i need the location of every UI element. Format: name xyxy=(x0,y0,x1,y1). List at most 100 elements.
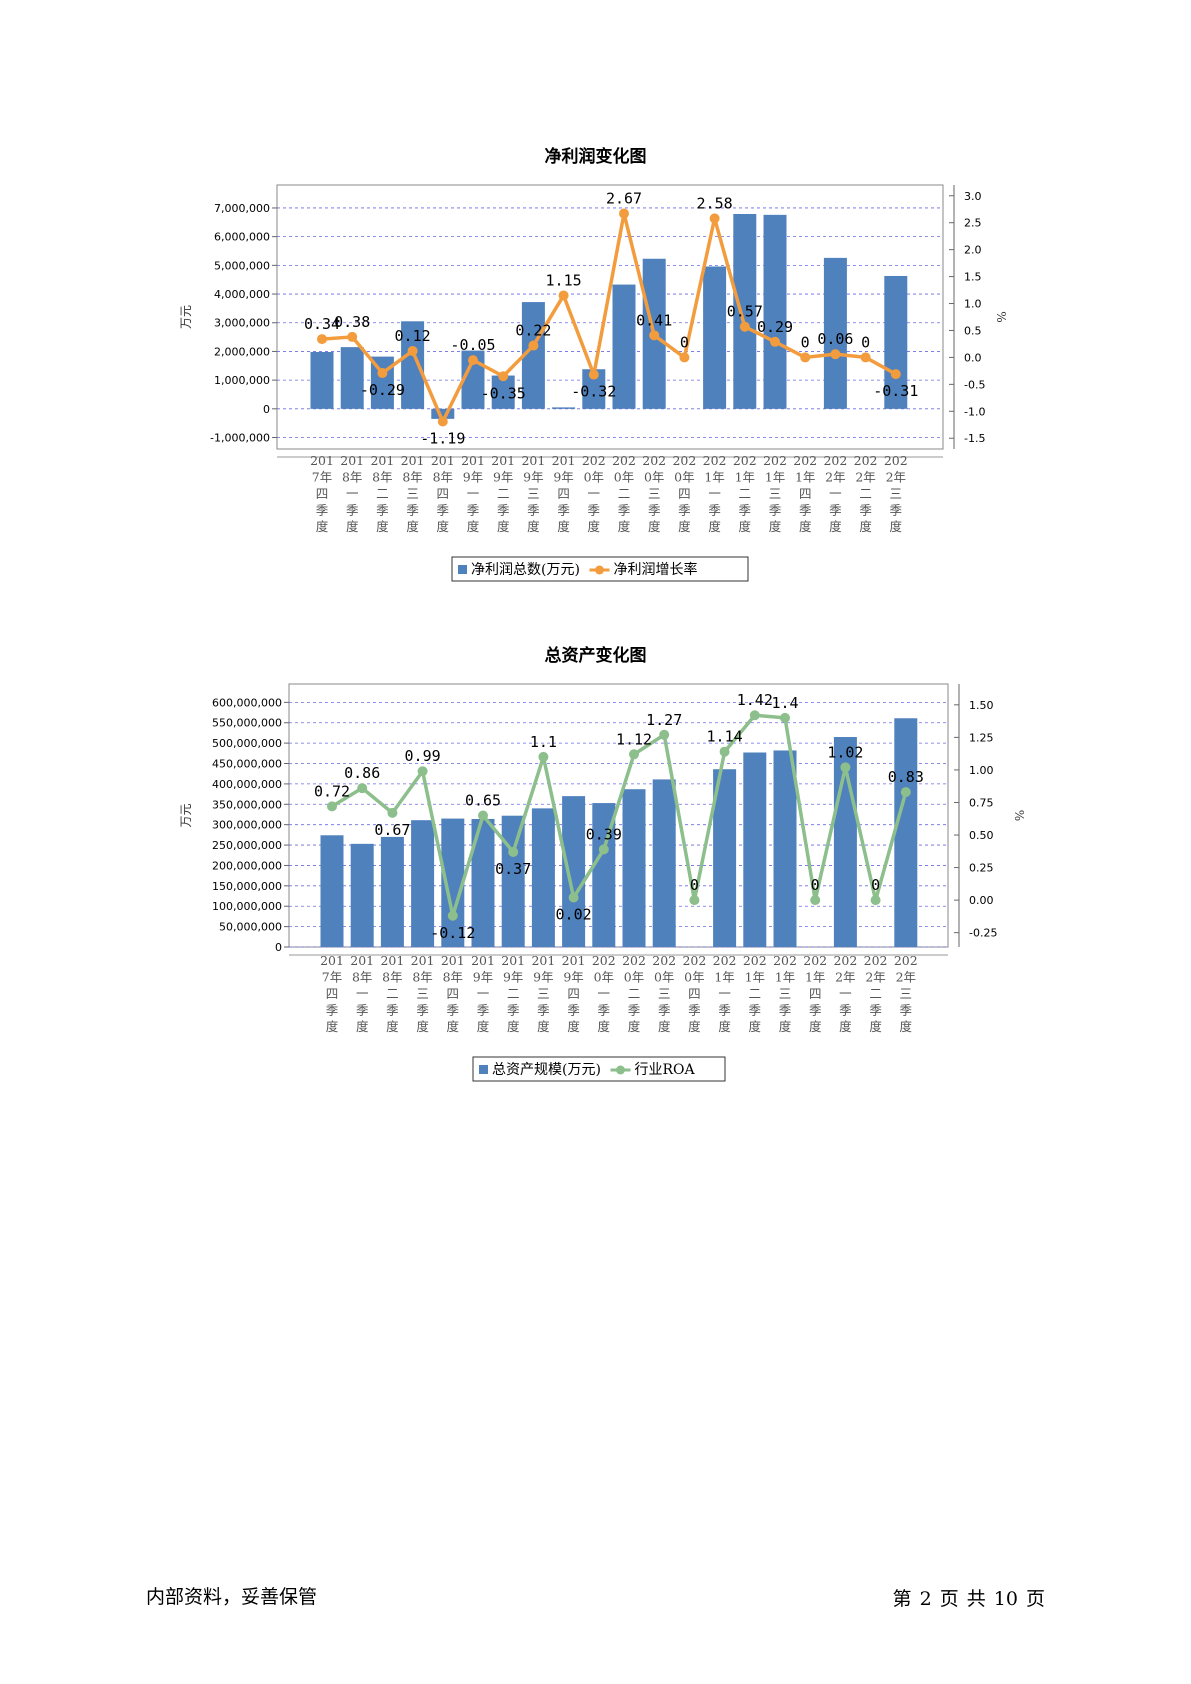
y2-tick-label: 0.0 xyxy=(964,351,982,364)
legend-box xyxy=(472,1056,726,1082)
category-label: 一 xyxy=(467,486,480,501)
category-label: 201 xyxy=(401,453,425,468)
bar xyxy=(884,275,908,409)
y2-tick-label: 0.25 xyxy=(969,862,994,875)
category-label: 三 xyxy=(416,986,429,1001)
category-label: 三 xyxy=(779,986,792,1001)
bar xyxy=(471,818,495,947)
bar xyxy=(773,750,797,947)
category-label: 202 xyxy=(612,453,636,468)
line-point xyxy=(709,213,720,224)
bar xyxy=(612,284,636,409)
category-label: 三 xyxy=(406,486,419,501)
category-label: 8年 xyxy=(443,970,463,985)
category-label: 季 xyxy=(316,503,329,518)
category-label: 一 xyxy=(356,986,369,1001)
line-point xyxy=(528,340,539,351)
category-label: 9年 xyxy=(503,970,523,985)
category-label: 202 xyxy=(763,453,787,468)
line-point xyxy=(810,895,821,906)
data-label: 0.99 xyxy=(405,747,441,765)
category-label: 202 xyxy=(833,953,857,968)
data-label: -0.29 xyxy=(360,381,405,399)
legend-label: 行业ROA xyxy=(635,1062,696,1078)
bar xyxy=(552,407,576,409)
data-label: -1.19 xyxy=(420,430,465,448)
category-label: 9年 xyxy=(533,970,553,985)
category-label: 9年 xyxy=(493,470,513,485)
y-axis-label: 万元 xyxy=(179,305,193,329)
category-label: 201 xyxy=(461,453,485,468)
category-label: 三 xyxy=(890,486,903,501)
y-tick-label: 550,000,000 xyxy=(212,717,282,730)
category-label: 度 xyxy=(809,1019,822,1034)
legend-label: 净利润增长率 xyxy=(614,561,698,578)
y2-tick-label: 1.50 xyxy=(969,699,994,712)
bar xyxy=(733,213,757,409)
category-label: 度 xyxy=(346,519,359,534)
data-label: 0 xyxy=(811,876,820,894)
category-label: 1年 xyxy=(735,470,755,485)
data-label: 1.1 xyxy=(530,733,557,751)
bar xyxy=(401,321,425,409)
category-label: 度 xyxy=(869,1019,882,1034)
data-label: 0.12 xyxy=(395,327,431,345)
category-label: 度 xyxy=(406,519,419,534)
category-label: 9年 xyxy=(473,970,493,985)
line-point xyxy=(377,368,388,379)
line-point xyxy=(780,712,790,723)
line-point xyxy=(629,749,639,760)
line-point xyxy=(830,349,841,360)
category-label: 度 xyxy=(769,519,782,534)
line-point xyxy=(900,787,911,798)
category-label: 1年 xyxy=(805,970,825,985)
line-point xyxy=(870,895,881,906)
legend-bar-swatch xyxy=(458,565,467,574)
category-label: 度 xyxy=(900,1019,913,1034)
category-label: 0年 xyxy=(654,970,674,985)
category-label: 季 xyxy=(467,503,480,518)
category-label: 三 xyxy=(769,486,782,501)
category-label: 度 xyxy=(467,519,480,534)
y2-tick-label: -0.5 xyxy=(964,378,985,391)
category-label: 季 xyxy=(527,503,540,518)
category-label: 三 xyxy=(658,986,671,1001)
data-label: 2.67 xyxy=(606,190,642,208)
category-label: 度 xyxy=(447,1019,460,1034)
category-label: 季 xyxy=(739,503,752,518)
data-label: 0.57 xyxy=(727,303,763,321)
category-label: 0年 xyxy=(684,970,704,985)
category-label: 201 xyxy=(471,953,495,968)
data-label: -0.12 xyxy=(430,924,475,942)
category-label: 季 xyxy=(718,1003,731,1018)
data-label: 0.67 xyxy=(374,821,410,839)
category-label: 202 xyxy=(733,453,757,468)
category-label: 1年 xyxy=(704,470,724,485)
category-label: 度 xyxy=(376,519,389,534)
category-label: 季 xyxy=(447,1003,460,1018)
category-label: 一 xyxy=(718,986,731,1001)
line-point xyxy=(317,334,327,345)
bar xyxy=(340,347,364,409)
category-label: 8年 xyxy=(412,970,432,985)
category-label: 度 xyxy=(648,519,661,534)
category-label: 季 xyxy=(779,1003,792,1018)
category-label: 二 xyxy=(376,486,389,501)
line-point xyxy=(437,416,448,427)
data-label: -0.35 xyxy=(481,384,526,402)
line-point xyxy=(890,369,901,380)
category-label: 季 xyxy=(437,503,450,518)
category-label: 0年 xyxy=(594,970,614,985)
category-label: 2年 xyxy=(865,970,885,985)
category-label: 202 xyxy=(652,953,676,968)
line-point xyxy=(659,729,670,740)
category-label: 季 xyxy=(346,503,359,518)
category-label: 度 xyxy=(567,1019,580,1034)
category-label: 0年 xyxy=(644,470,664,485)
footer-page-number: 第 2 页 共 10 页 xyxy=(892,1588,1045,1610)
y-tick-label: -1,000,000 xyxy=(210,432,270,445)
category-label: 度 xyxy=(356,1019,369,1034)
category-label: 一 xyxy=(829,486,842,501)
category-label: 度 xyxy=(497,519,510,534)
category-label: 季 xyxy=(869,1003,882,1018)
